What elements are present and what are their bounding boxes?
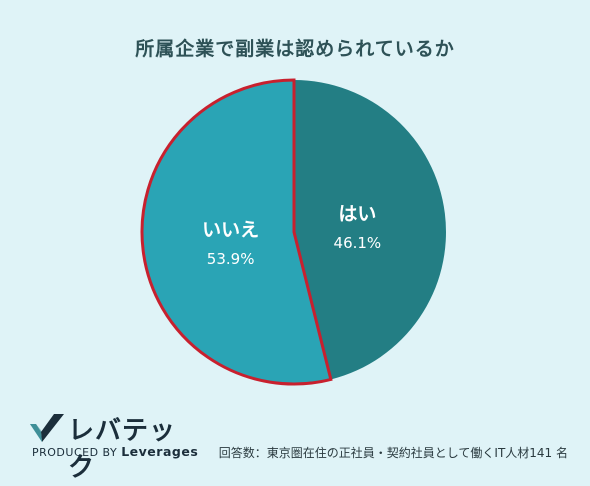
produced-by-text: PRODUCED BY xyxy=(32,446,118,459)
slice-label-no: いいえ xyxy=(202,219,259,241)
slice-value-yes: 46.1% xyxy=(334,234,382,252)
pie-slice-no-outline xyxy=(140,78,333,386)
slice-label-yes: はい xyxy=(338,203,376,225)
logo-tagline: PRODUCED BY Leverages xyxy=(32,444,198,459)
chart-title: 所属企業で副業は認められているか xyxy=(135,38,455,60)
brand-name: Leverages xyxy=(121,444,199,459)
slice-value-no: 53.9% xyxy=(207,250,255,268)
sample-size-note: 回答数：東京圏在住の正社員・契約社員として働くIT人材141 名 xyxy=(218,446,568,460)
pie-slice-no xyxy=(141,80,331,384)
logo-name: レバテック xyxy=(68,416,177,483)
checkmark-logo-icon xyxy=(30,414,64,442)
pie-slice-yes xyxy=(294,80,446,380)
levtech-logo: レバテック PRODUCED BY Leverages xyxy=(28,412,198,483)
